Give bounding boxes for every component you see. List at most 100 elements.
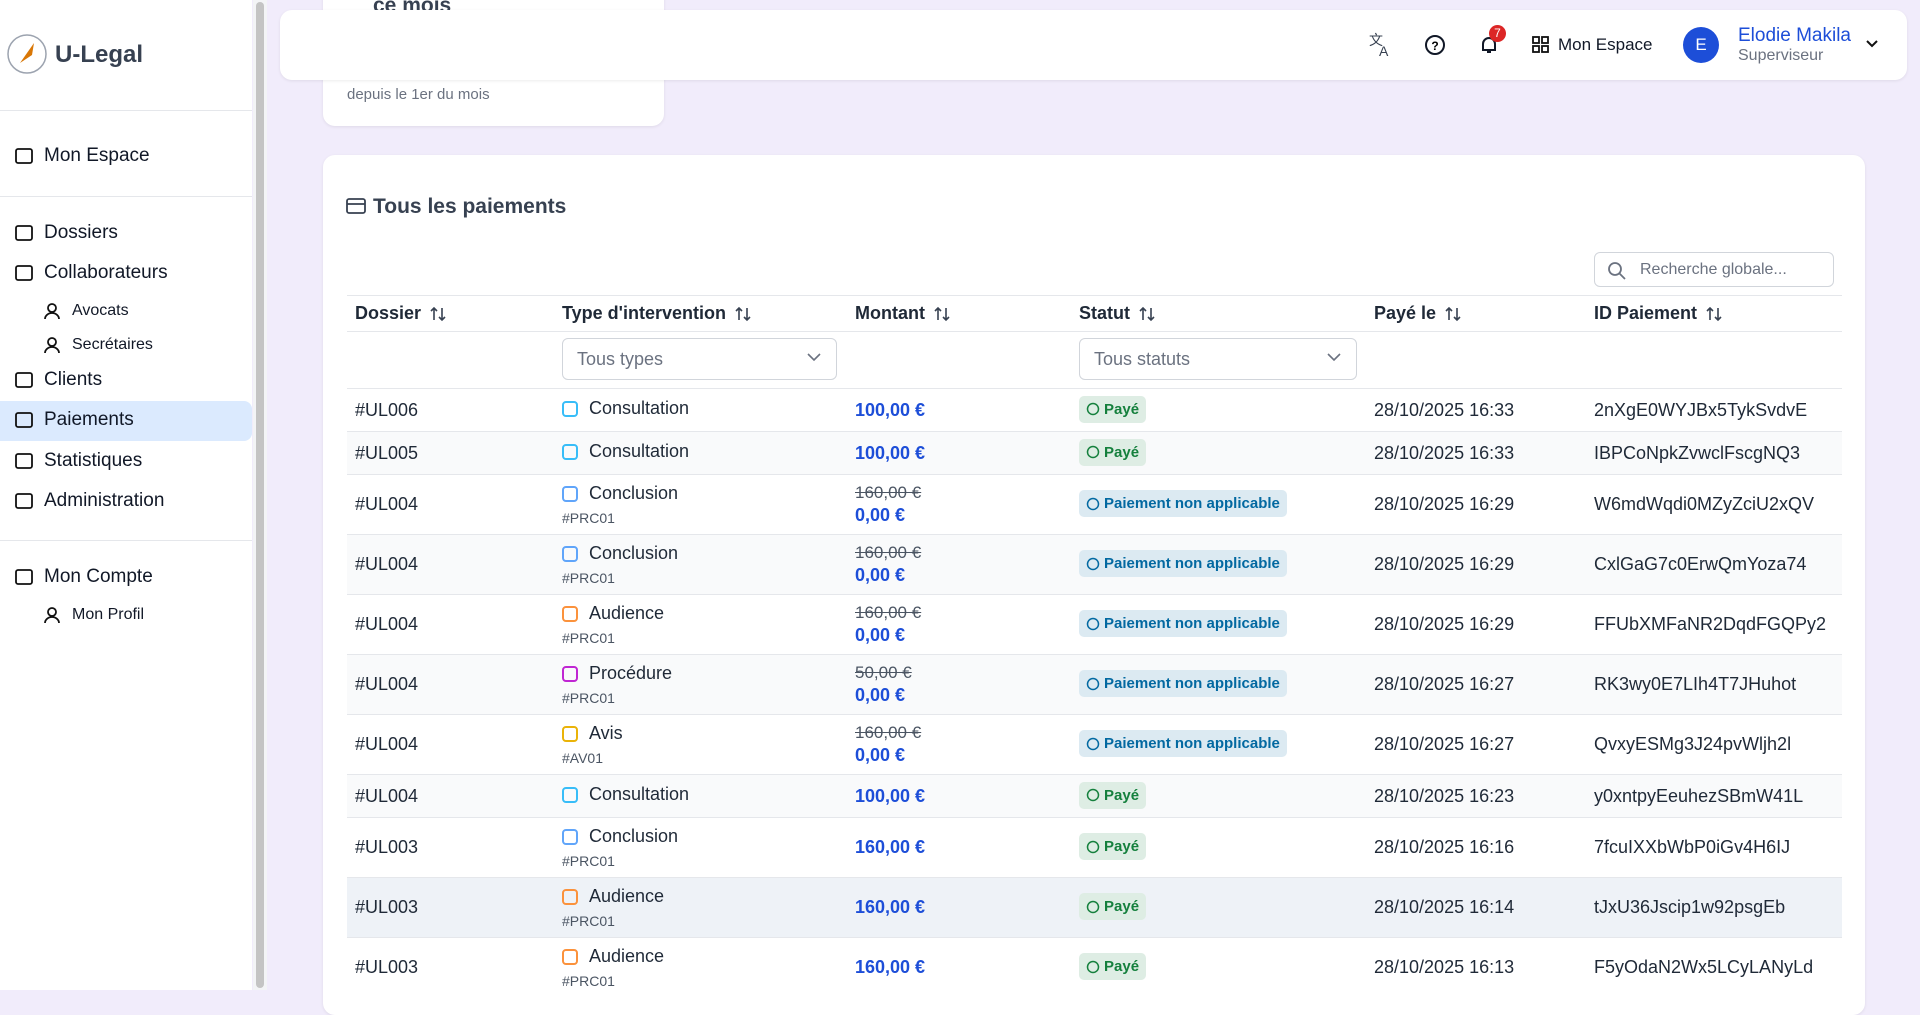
notification-badge: 7 [1489, 25, 1506, 42]
status: Payé [1104, 898, 1140, 915]
header-border [347, 295, 1842, 296]
space-link[interactable]: Mon Espace [1558, 35, 1653, 54]
column-header[interactable]: Statut [1079, 303, 1156, 324]
type-icon [562, 443, 578, 460]
type-icon [562, 606, 578, 622]
type-ref: #PRC01 [562, 913, 615, 929]
paid-date: 28/10/2025 16:13 [1374, 957, 1515, 977]
status: Payé [1104, 443, 1140, 461]
payment-id: y0xntpyEeuhezSBmW41L [1594, 785, 1804, 806]
table-row[interactable]: #UL003 Audience #PRC01 160,00 € Payé 28/10/20… [347, 937, 1842, 997]
table-row[interactable]: #UL004 Conclusion #PRC01 160,00 € 0,00 € Paie… [347, 474, 1842, 534]
column-header[interactable]: Payé le [1374, 303, 1462, 324]
paid-date: 28/10/2025 16:14 [1374, 897, 1515, 917]
chevron[interactable] [1865, 39, 1879, 49]
type-icon [562, 546, 578, 562]
amount: 100,00 € [855, 785, 926, 806]
type: Conclusion [589, 543, 679, 563]
status: Payé [1104, 786, 1140, 804]
type-icon [562, 486, 578, 502]
help-icon[interactable]: ? [1424, 34, 1446, 56]
nav-label: Secrétaires [72, 336, 153, 353]
nav-item[interactable]: Avocats [42, 301, 129, 321]
type-ref: #PRC01 [562, 853, 615, 869]
dossier: #UL005 [355, 442, 419, 463]
dossier: #UL004 [355, 734, 419, 754]
dossier: #UL004 [355, 674, 419, 694]
paid-date: 28/10/2025 16:27 [1374, 674, 1515, 694]
nav-item[interactable]: Secrétaires [42, 335, 153, 355]
table-row[interactable]: #UL004 Consultation 100,00 € Payé 28/10/2025… [347, 774, 1842, 817]
amount: 160,00 € [855, 837, 926, 857]
nav-item[interactable]: Mon Espace [14, 145, 150, 167]
nav-label: Statistiques [44, 450, 143, 471]
type: Conclusion [589, 826, 679, 846]
type-icon [562, 786, 578, 803]
dossier: #UL004 [355, 494, 419, 514]
table-row[interactable]: #UL005 Consultation 100,00 € Payé 28/10/2025… [347, 431, 1842, 474]
filter-select[interactable]: Tous statuts [1079, 338, 1357, 380]
amount: 0,00 € [855, 505, 906, 525]
payment-id: CxlGaG7c0ErwQmYoza74 [1594, 554, 1807, 574]
filter-label: Tous statuts [1094, 349, 1191, 369]
column-header[interactable]: ID Paiement [1594, 303, 1723, 324]
table-row[interactable]: #UL004 Procédure #PRC01 50,00 € 0,00 € Paieme… [347, 654, 1842, 714]
payment-id: 7fcuIXXbWbP0iGv4H6IJ [1594, 837, 1791, 857]
column-label: Dossier [355, 303, 422, 323]
card-icon [346, 198, 366, 214]
filter-select[interactable]: Tous types [562, 338, 837, 380]
translate-icon[interactable]: 文A [1367, 31, 1395, 59]
table-row[interactable]: #UL006 Consultation 100,00 € Payé 28/10/2025… [347, 388, 1842, 431]
nav-item[interactable]: Collaborateurs [14, 262, 168, 284]
amount: 160,00 € [855, 897, 926, 917]
nav-item[interactable]: Statistiques [14, 450, 142, 472]
nav-item[interactable]: Paiements [14, 409, 134, 431]
amount: 0,00 € [855, 745, 906, 765]
paid-date: 28/10/2025 16:23 [1374, 785, 1515, 806]
column-label: Montant [855, 303, 925, 323]
user-role: Superviseur [1738, 47, 1824, 64]
paid-date: 28/10/2025 16:16 [1374, 837, 1515, 857]
status-badge: Payé [1079, 953, 1147, 980]
sidebar: U-Legal Mon Espace Dossiers Collaborateurs… [0, 0, 252, 990]
table-row[interactable]: #UL004 Avis #AV01 160,00 € 0,00 € Paiement no… [347, 714, 1842, 774]
logo [7, 34, 47, 74]
table-row[interactable]: #UL003 Audience #PRC01 160,00 € Payé 28/10/20… [347, 877, 1842, 937]
status-badge: Paiement non applicable [1079, 610, 1287, 637]
type: Consultation [589, 397, 690, 418]
status: Paiement non applicable [1104, 615, 1280, 632]
nav-item[interactable]: Administration [14, 490, 164, 512]
table-row[interactable]: #UL003 Conclusion #PRC01 160,00 € Payé 28/10/… [347, 817, 1842, 877]
user-name[interactable]: Elodie Makila [1738, 25, 1851, 46]
nav-item[interactable]: Mon Compte [14, 566, 153, 588]
type-icon [562, 829, 578, 845]
status-badge: Paiement non applicable [1079, 730, 1287, 757]
column-header[interactable]: Type d'intervention [562, 303, 752, 324]
active-highlight [0, 401, 252, 441]
payment-id: FFUbXMFaNR2DqdFGQPy2 [1594, 614, 1827, 634]
search[interactable]: Recherche globale... [1594, 252, 1834, 287]
table-row[interactable]: #UL004 Conclusion #PRC01 160,00 € 0,00 € Paie… [347, 534, 1842, 594]
dossier: #UL004 [355, 554, 419, 574]
column-header[interactable]: Dossier [355, 303, 447, 324]
column-header[interactable]: Montant [855, 303, 951, 324]
paid-date: 28/10/2025 16:29 [1374, 494, 1515, 514]
status-badge: Payé [1079, 438, 1147, 466]
status-badge: Payé [1079, 781, 1147, 809]
paid-date: 28/10/2025 16:33 [1374, 399, 1515, 420]
amount: 160,00 € [855, 957, 926, 977]
nav-item[interactable]: Mon Profil [42, 605, 144, 625]
type-ref: #PRC01 [562, 510, 615, 526]
paid-date: 28/10/2025 16:27 [1374, 734, 1515, 754]
table-row[interactable]: #UL004 Audience #PRC01 160,00 € 0,00 € Paieme… [347, 594, 1842, 654]
status-badge: Paiement non applicable [1079, 490, 1287, 517]
avatar[interactable]: E [1683, 27, 1719, 63]
type-icon [562, 949, 578, 965]
nav-item[interactable]: Dossiers [14, 222, 118, 244]
nav-item[interactable]: Clients [14, 369, 102, 391]
nav-label: Administration [44, 490, 165, 511]
payment-id: 2nXgE0WYJBx5TykSvdvE [1594, 399, 1808, 420]
brand: U-Legal [55, 41, 144, 68]
